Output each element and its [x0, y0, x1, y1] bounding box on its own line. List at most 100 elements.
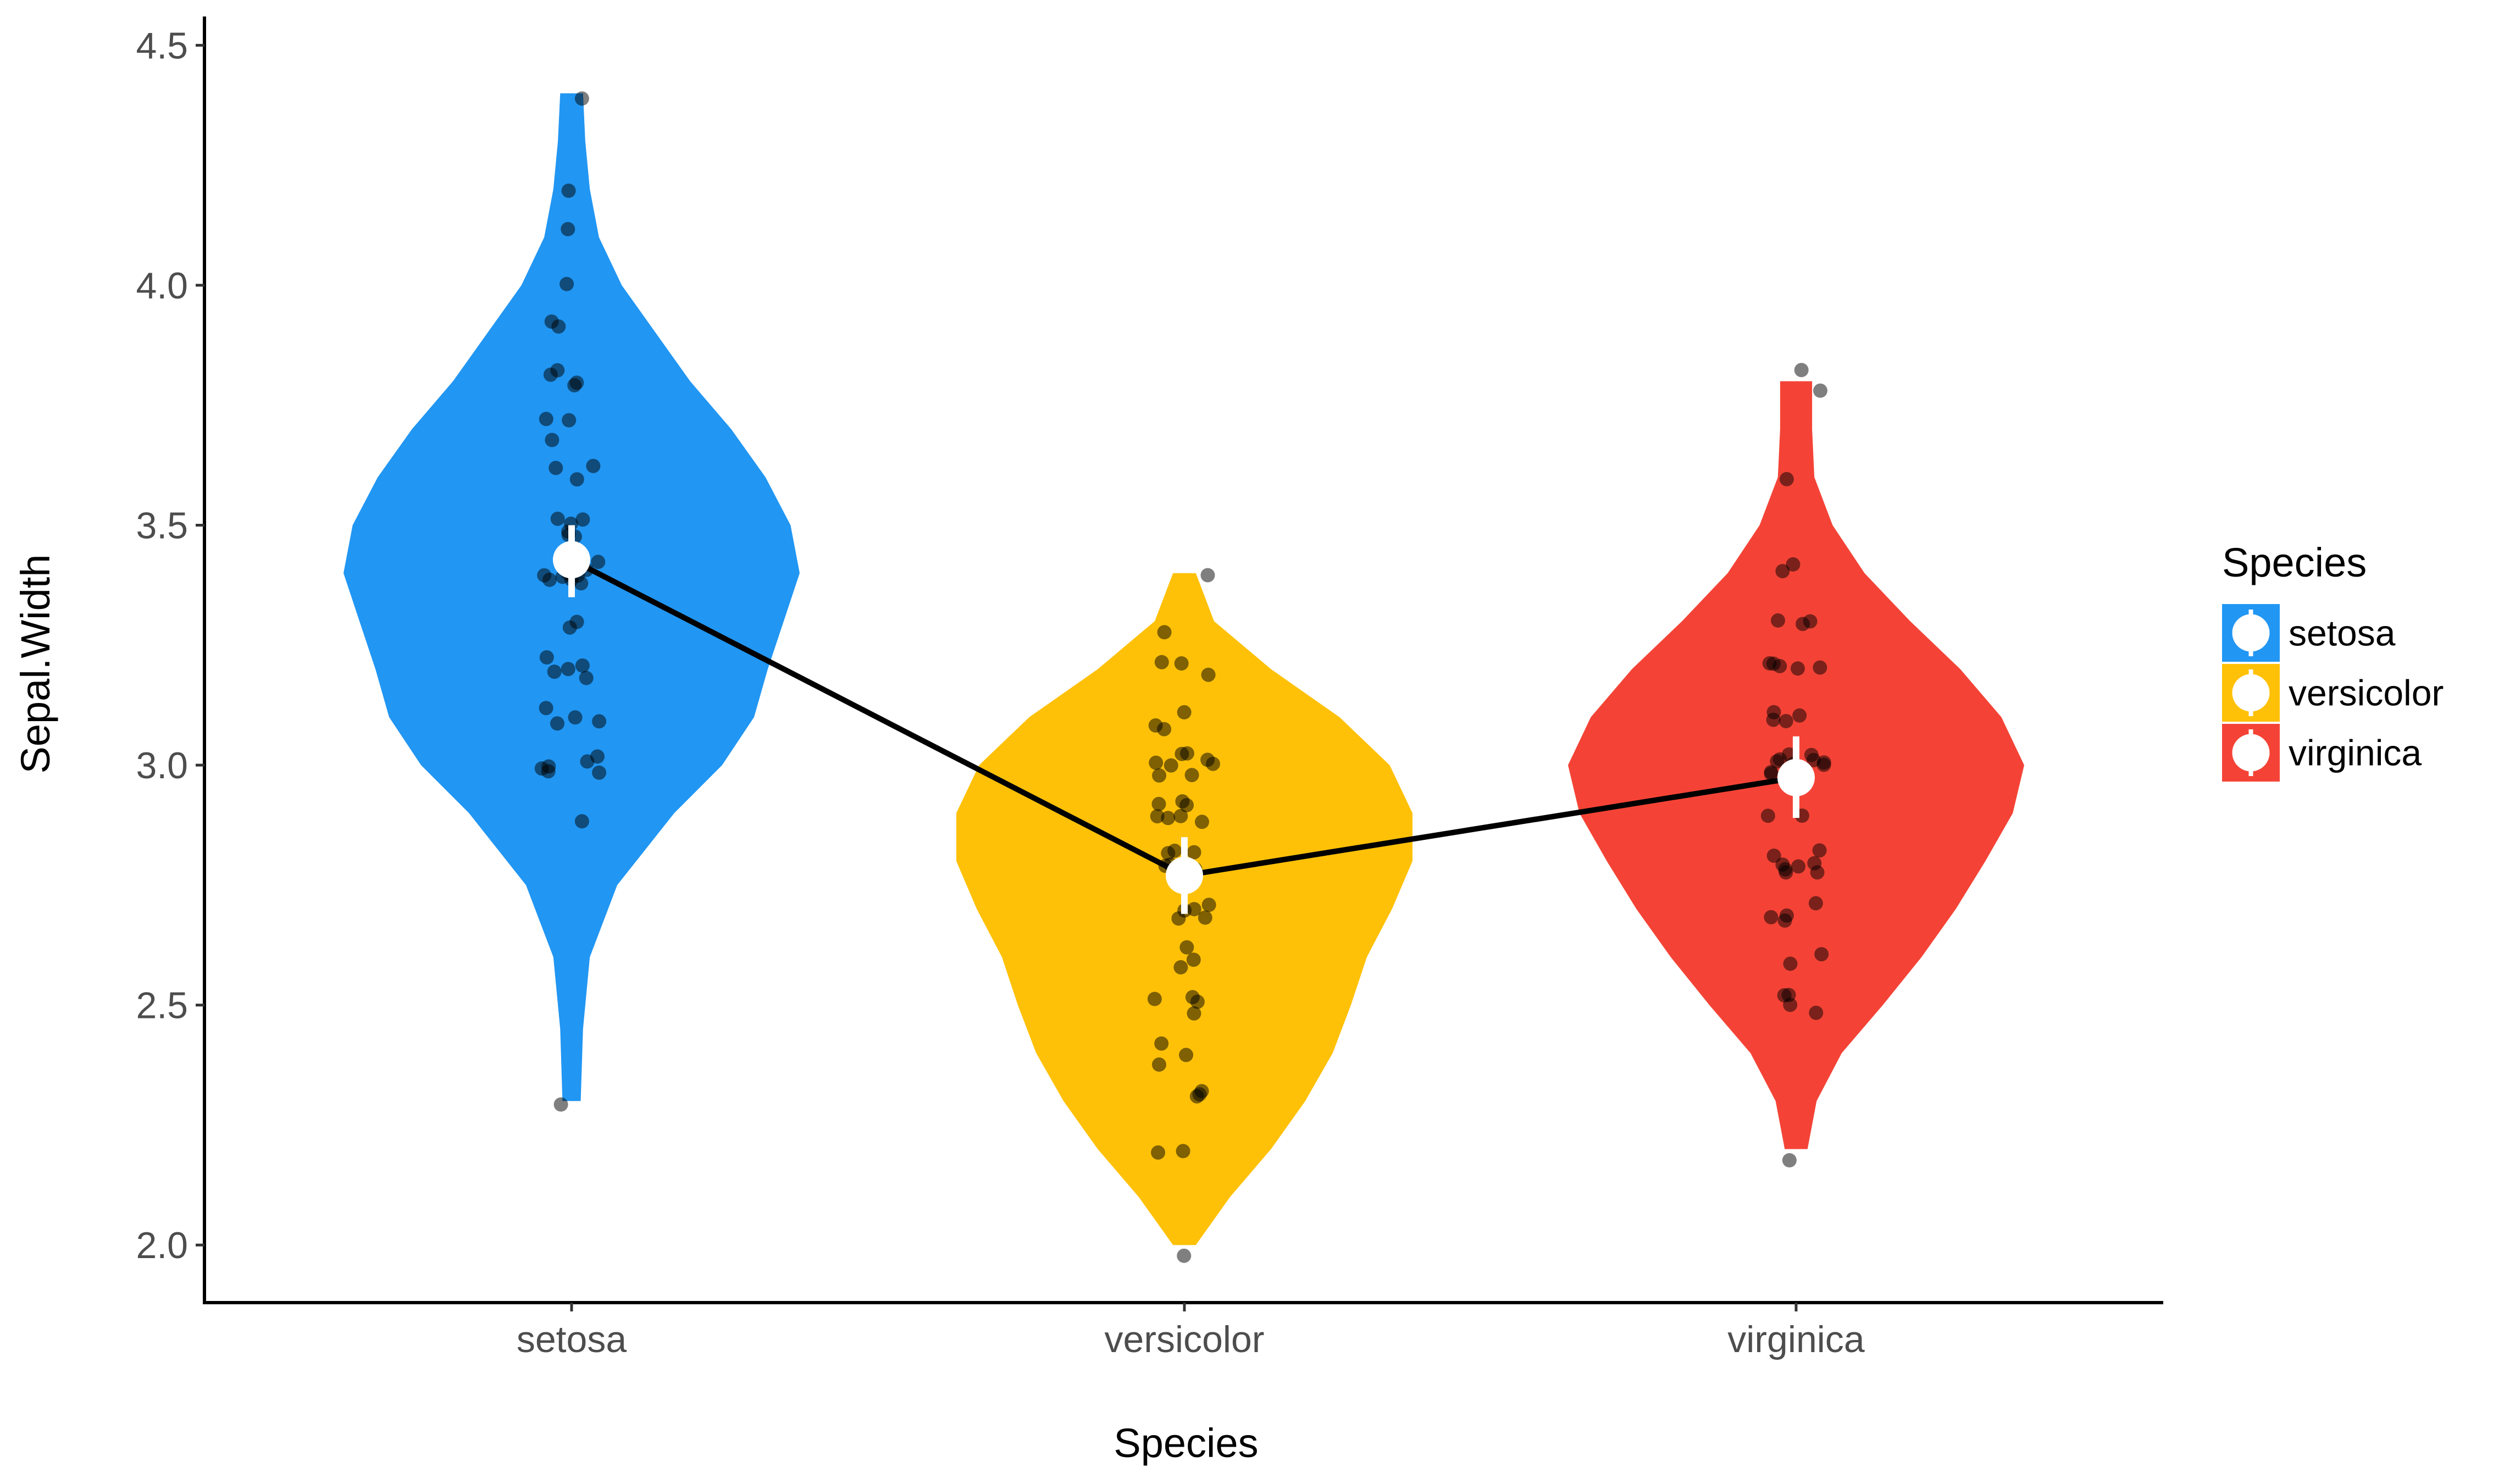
legend-label-virginica: virginica [2289, 733, 2422, 773]
data-point-versicolor [1177, 1248, 1192, 1263]
data-point-setosa [544, 314, 559, 329]
data-point-setosa [575, 512, 590, 527]
y-tick-label: 3.5 [136, 505, 188, 547]
data-point-setosa [539, 701, 553, 716]
data-point-versicolor [1179, 940, 1194, 955]
data-point-versicolor [1192, 1087, 1207, 1101]
data-point-versicolor [1180, 746, 1194, 761]
data-point-virginica [1792, 708, 1807, 723]
data-point-setosa [534, 761, 549, 776]
y-axis-title: Sepal.Width [13, 555, 58, 774]
data-point-setosa [559, 276, 574, 291]
data-point-setosa [590, 749, 605, 764]
data-point-virginica [1804, 747, 1819, 762]
data-point-setosa [539, 412, 553, 427]
x-axis-ticks: setosa versicolor virginica [517, 1303, 1865, 1360]
data-point-virginica [1772, 658, 1787, 673]
data-point-versicolor [1152, 1057, 1166, 1072]
data-point-virginica [1760, 809, 1775, 823]
data-point-virginica [1771, 613, 1785, 628]
data-point-setosa [591, 555, 606, 569]
data-point-setosa [553, 1097, 568, 1112]
data-point-versicolor [1175, 794, 1190, 809]
data-point-setosa [539, 650, 554, 665]
legend-key-point [2232, 674, 2270, 712]
data-point-versicolor [1147, 992, 1162, 1006]
data-point-virginica [1778, 862, 1793, 877]
data-point-virginica [1782, 1153, 1797, 1167]
data-point-versicolor [1198, 910, 1212, 925]
data-point-virginica [1816, 755, 1831, 770]
data-point-virginica [1766, 848, 1781, 863]
data-point-setosa [569, 472, 584, 487]
y-axis-ticks: 2.0 2.5 3.0 3.5 4.0 4.5 [136, 25, 204, 1266]
data-point-setosa [545, 433, 559, 447]
data-point-versicolor [1150, 809, 1165, 824]
mean-point-setosa [553, 541, 590, 579]
data-point-versicolor [1177, 705, 1192, 719]
x-tick-label: versicolor [1105, 1319, 1265, 1360]
data-point-setosa [547, 665, 562, 679]
data-point-setosa [561, 222, 575, 236]
data-point-virginica [1812, 843, 1827, 858]
data-point-versicolor [1187, 1006, 1201, 1021]
data-point-versicolor [1176, 1144, 1190, 1159]
legend-label-versicolor: versicolor [2289, 673, 2444, 713]
y-tick-label: 4.0 [136, 265, 188, 307]
data-point-virginica [1791, 661, 1805, 676]
data-point-versicolor [1201, 898, 1216, 912]
data-point-setosa [574, 814, 589, 829]
data-point-versicolor [1157, 722, 1172, 737]
data-point-setosa [550, 363, 565, 378]
data-point-versicolor [1185, 990, 1200, 1005]
data-point-virginica [1781, 988, 1796, 1003]
data-point-setosa [537, 568, 552, 583]
data-point-versicolor [1151, 1145, 1166, 1160]
legend-title: Species [2222, 540, 2367, 585]
data-point-setosa [592, 714, 607, 729]
data-point-virginica [1780, 908, 1794, 923]
data-point-virginica [1808, 896, 1823, 911]
data-point-setosa [568, 710, 583, 725]
data-point-setosa [561, 184, 576, 198]
data-point-versicolor [1184, 768, 1199, 783]
data-point-virginica [1813, 660, 1827, 675]
y-tick-label: 4.5 [136, 25, 188, 67]
data-point-versicolor [1152, 768, 1167, 783]
data-point-versicolor [1201, 667, 1216, 682]
data-point-versicolor [1149, 755, 1164, 770]
data-point-setosa [569, 375, 584, 390]
data-point-versicolor [1173, 809, 1188, 823]
data-point-setosa [574, 91, 589, 106]
data-point-setosa [562, 413, 577, 428]
data-point-versicolor [1167, 843, 1182, 858]
data-point-virginica [1796, 617, 1810, 632]
data-point-versicolor [1200, 568, 1215, 583]
data-point-versicolor [1200, 752, 1215, 767]
mean-point-versicolor [1166, 856, 1203, 894]
data-point-setosa [579, 671, 594, 685]
mean-point-virginica [1777, 758, 1815, 796]
data-point-virginica [1813, 383, 1827, 398]
data-point-setosa [550, 716, 564, 731]
data-point-virginica [1786, 557, 1801, 572]
legend: Species setosa versicolor virginica [2222, 540, 2444, 782]
data-point-setosa [549, 461, 563, 475]
data-point-virginica [1779, 714, 1793, 728]
data-point-virginica [1779, 472, 1794, 486]
data-point-virginica [1809, 1005, 1824, 1020]
x-tick-label: virginica [1727, 1319, 1865, 1360]
data-point-virginica [1794, 363, 1809, 378]
data-point-versicolor [1187, 845, 1201, 860]
mean-markers [553, 525, 1815, 914]
data-point-virginica [1764, 766, 1779, 781]
data-point-virginica [1775, 564, 1790, 579]
data-point-setosa [550, 511, 565, 526]
x-tick-label: setosa [517, 1319, 627, 1360]
data-point-setosa [569, 614, 584, 629]
data-point-versicolor [1151, 796, 1166, 811]
data-point-versicolor [1186, 953, 1201, 967]
data-point-versicolor [1154, 1036, 1169, 1051]
data-point-versicolor [1179, 1048, 1194, 1062]
data-point-virginica [1764, 910, 1779, 924]
